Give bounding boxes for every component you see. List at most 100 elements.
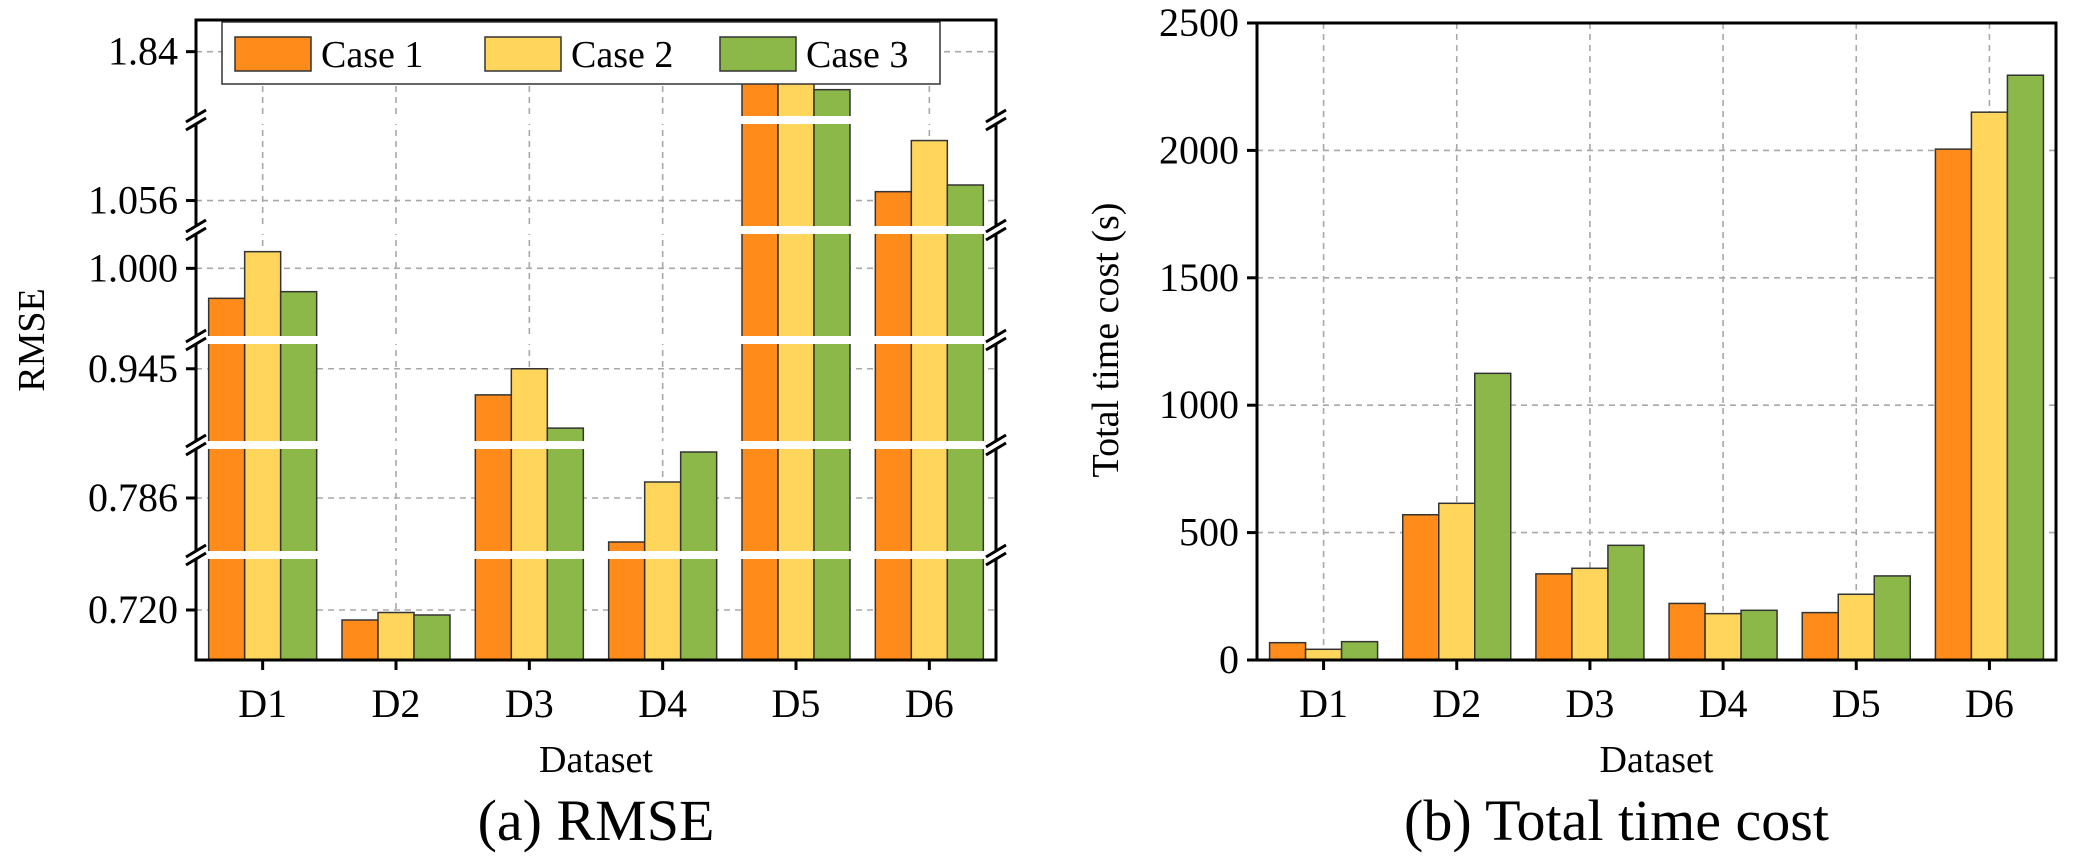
axis-break-gap: [992, 441, 1000, 449]
bar: [777, 60, 815, 661]
rmse-chart-panel: 0.720 0.786 0.945 1.000 1.056 1.84 D1 D2 D3 D4 D5 D…: [11, 18, 1016, 853]
axis-break-mark: [985, 218, 1007, 234]
bar: [1571, 567, 1609, 661]
axis-break-gap: [992, 116, 1000, 124]
x-tick-label: D3: [505, 681, 554, 726]
axis-break-mark: [185, 543, 207, 559]
bar: [207, 297, 246, 661]
axis-break-mark: [985, 543, 1007, 559]
x-tick-label: D4: [638, 681, 687, 726]
y-tick-label: 0.786: [88, 475, 178, 520]
axis-break-gap: [192, 551, 200, 559]
axis-break-gap: [192, 116, 200, 124]
chart-caption: (b) Total time cost: [1404, 788, 1829, 853]
x-axis-label: Dataset: [539, 739, 653, 781]
bar: [341, 619, 379, 661]
legend-label: Case 1: [321, 34, 423, 76]
y-axis-label: RMSE: [11, 288, 53, 391]
x-tick-label: D1: [1299, 681, 1348, 726]
bar: [813, 88, 851, 661]
axis-break-mark: [185, 328, 207, 344]
x-axis-label: Dataset: [1600, 739, 1714, 781]
axis-break-band: [176, 551, 1016, 559]
bar: [1535, 573, 1573, 661]
axis-break-mark: [985, 336, 1007, 352]
time-cost-chart-panel: 0 500 1000 1500 2000 2500 D1 D2 D3 D4 D5 D6 Dataset T…: [1085, 0, 2058, 853]
axis-break-band: [176, 336, 1016, 344]
axis-break-gap: [992, 551, 1000, 559]
legend-swatch: [719, 36, 797, 72]
x-tick-label: D6: [1965, 681, 2014, 726]
y-tick-label: 500: [1179, 510, 1239, 555]
axis-break-band: [176, 441, 1016, 449]
x-tick-label: D5: [1832, 681, 1881, 726]
legend-box: [221, 21, 941, 85]
axis-break-gap: [192, 336, 200, 344]
y-tick-label: 1.000: [88, 245, 178, 290]
legend: Case 1 Case 2 Case 3: [221, 21, 941, 85]
legend-label: Case 2: [571, 34, 673, 76]
axis-break-band: [176, 226, 1016, 234]
bar: [413, 614, 451, 661]
legend-item: Case 1: [234, 34, 423, 76]
legend-item: Case 3: [719, 34, 908, 76]
y-tick-label: 0.945: [88, 346, 178, 391]
bar: [1438, 502, 1476, 661]
bar: [607, 541, 646, 661]
bar: [910, 139, 949, 661]
bar: [474, 394, 513, 661]
bar: [1474, 372, 1512, 661]
x-tick-label: D2: [372, 681, 421, 726]
axis-break-mark: [185, 108, 207, 124]
axis-break-mark: [185, 433, 207, 449]
y-tick-label: 0.720: [88, 587, 178, 632]
y-tick-label: 1500: [1159, 255, 1239, 300]
legend-label: Case 3: [806, 34, 908, 76]
y-tick-label: 1.84: [108, 29, 178, 74]
axis-break-mark: [985, 116, 1007, 132]
axis-break-mark: [185, 551, 207, 567]
bar: [946, 184, 985, 661]
axis-break-mark: [985, 108, 1007, 124]
x-tick-label: D4: [1699, 681, 1748, 726]
bar: [874, 190, 913, 661]
bar: [643, 481, 682, 661]
axis-break-mark: [185, 218, 207, 234]
x-tick-label: D6: [905, 681, 954, 726]
x-tick-label: D1: [238, 681, 287, 726]
bar: [510, 368, 549, 661]
y-tick-label: 0: [1219, 637, 1239, 682]
axis-break-gap: [192, 226, 200, 234]
bar: [243, 250, 282, 661]
plot-frame: [1255, 21, 2058, 662]
axis-break-mark: [985, 328, 1007, 344]
bar: [1668, 602, 1706, 661]
bar: [741, 82, 779, 661]
bar: [1704, 612, 1742, 661]
axis-break-gap: [192, 441, 200, 449]
bar: [377, 611, 415, 661]
bar: [1970, 111, 2009, 661]
bar: [1873, 575, 1911, 661]
bar: [1740, 609, 1778, 661]
bar: [1304, 648, 1343, 661]
x-tick-label: D5: [772, 681, 821, 726]
axis-break-mark: [985, 441, 1007, 457]
axis-break-gap: [992, 336, 1000, 344]
legend-swatch: [234, 36, 312, 72]
bar: [1801, 611, 1839, 661]
legend-swatch: [484, 36, 562, 72]
axis-break-mark: [185, 336, 207, 352]
x-tick-label: D2: [1432, 681, 1481, 726]
bar: [1340, 640, 1379, 661]
bar: [279, 290, 318, 661]
bar: [2006, 74, 2045, 661]
axis-break-gap: [992, 226, 1000, 234]
axis-break-mark: [985, 226, 1007, 242]
bar: [546, 427, 585, 661]
bar: [1934, 148, 1973, 661]
chart-caption: (a) RMSE: [478, 788, 715, 853]
axis-break-mark: [985, 551, 1007, 567]
y-tick-label: 2500: [1159, 0, 1239, 45]
